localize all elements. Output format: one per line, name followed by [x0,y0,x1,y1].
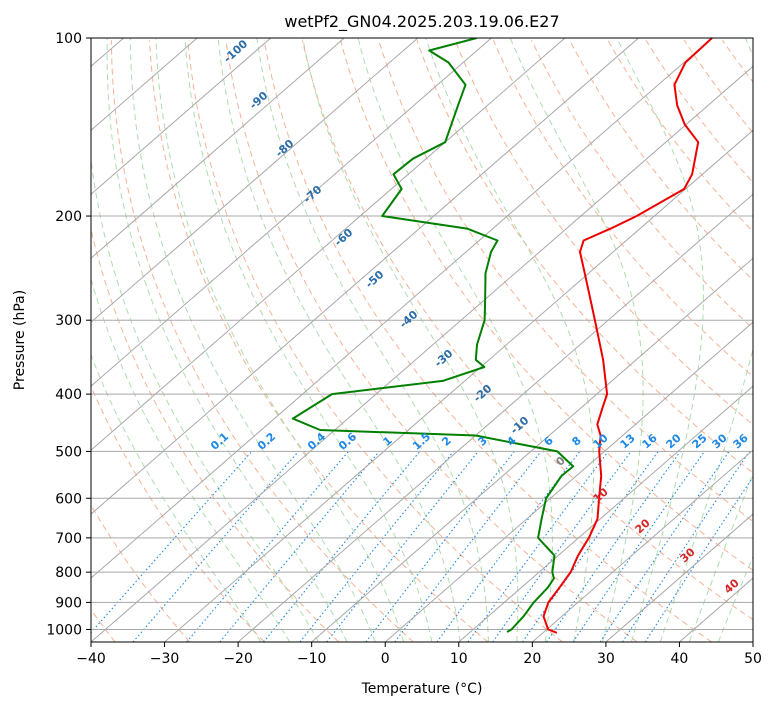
chart-title: wetPf2_GN04.2025.203.19.06.E27 [284,12,559,32]
mixing-ratio-line [91,451,253,634]
isotherm [237,193,753,642]
moist-adiabat [129,38,376,642]
x-tick-label: 10 [450,651,468,667]
dry-adiabat [569,40,753,281]
isotherm [458,385,753,642]
dry-adiabat [340,40,753,571]
isotherm [91,38,345,259]
dewpoint-profile [291,38,575,633]
moist-adiabat [688,472,753,642]
isotherm [91,65,753,642]
isotherm [384,321,753,642]
y-axis-title: Pressure (hPa) [12,290,28,390]
isotherm [91,38,419,323]
y-tick-label: 100 [55,31,82,47]
x-tick-label: −10 [297,651,327,667]
isotherm [605,513,753,642]
y-tick-label: 300 [55,313,82,329]
y-tick-label: 1000 [46,622,82,638]
moist-adiabat [91,277,291,642]
dry-adiabat [149,40,489,642]
x-tick-label: 30 [597,651,615,667]
y-tick-label: 600 [55,491,82,507]
isotherm [91,38,492,387]
dry-adiabat [187,40,563,642]
x-tick-label: 40 [671,651,689,667]
dry-adiabat [492,40,753,378]
y-tick-label: 700 [55,531,82,547]
moist-adiabat [184,38,433,642]
isotherm [91,38,639,515]
series-layer [291,38,713,634]
dry-adiabat [416,40,753,474]
mixing-ratio-line [326,451,479,642]
y-tick-label: 800 [55,565,82,581]
temperature-profile [542,38,713,634]
y-tick-label: 500 [55,444,82,460]
mixing-ratio-line [467,451,609,642]
moist-adiabat [717,555,753,642]
dry-adiabat [110,40,414,642]
isotherm [164,129,753,642]
moist-adiabat [659,38,753,642]
isotherm [91,38,272,195]
mixing-ratio-line [299,451,454,642]
mixing-ratio-line [219,451,380,642]
x-tick-label: 0 [381,651,390,667]
mixing-ratio-line [622,451,751,642]
dry-adiabat [454,40,753,426]
dry-adiabat [645,40,753,184]
moist-adiabat [256,38,489,642]
isotherm [311,257,753,642]
isotherm [91,38,566,451]
x-tick-label: −20 [223,651,253,667]
x-tick-label: −40 [76,651,106,667]
dry-adiabat [378,40,753,523]
mixing-ratio-line [599,451,730,642]
y-tick-label: 400 [55,387,82,403]
moist-adiabat [91,156,319,642]
plot-frame [90,37,754,643]
dry-adiabat [91,385,265,642]
moist-adiabat [616,38,704,642]
moist-adiabat [106,38,348,642]
x-tick-label: 50 [744,651,762,667]
y-tick-label: 900 [55,595,82,611]
mixing-ratio-line [186,451,349,642]
moist-adiabat [302,38,519,642]
dry-adiabat [225,40,638,642]
y-tick-label: 200 [55,209,82,225]
mixing-ratio-line [572,451,705,642]
isotherm [91,38,713,579]
mixing-ratio-line [436,451,581,642]
mixing-ratio-line [492,451,632,642]
x-tick-label: −30 [150,651,180,667]
mixing-ratio-line [546,451,681,642]
moist-adiabat [217,38,461,642]
isotherm [532,449,753,642]
x-tick-label: 20 [523,651,541,667]
dry-adiabat [263,40,713,642]
moist-adiabat [155,38,405,642]
moist-adiabat [509,38,644,642]
dry-adiabat [91,227,340,642]
mixing-ratio-line [522,451,659,642]
x-axis-title: Temperature (°C) [361,681,483,697]
mixing-ratio-line [263,451,421,642]
moist-adiabat [91,353,262,642]
